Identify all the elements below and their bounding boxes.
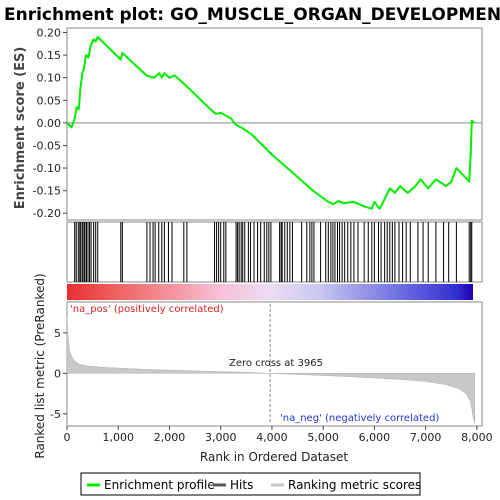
es-y-tick-label: 0.05: [37, 94, 62, 107]
legend-hits-label: Hits: [230, 478, 253, 492]
rank-y-tick-label: -5: [50, 408, 61, 421]
es-y-tick-label: 0.20: [37, 27, 62, 40]
ranked-y-axis-label: Ranked list metric (PreRanked): [33, 273, 47, 458]
x-tick-label: 5,000: [307, 431, 339, 444]
enrichment-profile-line: [66, 36, 475, 210]
x-tick-label: 3,000: [205, 431, 237, 444]
hits-area: [66, 221, 483, 283]
x-tick-label: 0: [64, 431, 71, 444]
chart-title: Enrichment plot: GO_MUSCLE_ORGAN_DEVELOP…: [4, 5, 500, 25]
ranked-list-panel: Zero cross at 3965 'na_pos' (positively …: [33, 273, 493, 464]
ranking-gradient: [67, 284, 473, 300]
es-panel: 0.20 0.15 0.10 0.05 0.00 -0.05 -0.10 -0.15 -0.20…: [13, 27, 483, 221]
x-axis-label: Rank in Ordered Dataset: [200, 450, 348, 464]
es-y-tick-label: 0.10: [37, 72, 62, 85]
negative-correlated-label: 'na_neg' (negatively correlated): [280, 413, 439, 424]
x-tick-label: 4,000: [256, 431, 288, 444]
legend-profile-label: Enrichment profile: [104, 478, 215, 492]
x-tick-label: 6,000: [359, 431, 391, 444]
positive-correlated-label: 'na_pos' (positively correlated): [70, 304, 224, 315]
es-y-tick-label: -0.15: [33, 185, 61, 198]
es-y-tick-label: -0.20: [33, 207, 61, 220]
rank-y-tick-label: 5: [54, 327, 61, 340]
ranking-color-bar: [67, 284, 473, 300]
es-y-axis-label: Enrichment score (ES): [13, 47, 28, 210]
es-y-tick-label: -0.10: [33, 162, 61, 175]
ranking-metric-area: [66, 316, 476, 424]
zero-cross-label: Zero cross at 3965: [229, 358, 323, 369]
es-y-tick-label: -0.05: [33, 139, 61, 152]
ranked-plot-area: [66, 301, 483, 427]
hits-panel: [66, 221, 483, 283]
x-tick-label: 2,000: [154, 431, 186, 444]
es-y-tick-label: 0.00: [37, 117, 62, 130]
rank-y-tick-label: 0: [54, 367, 61, 380]
es-plot-area: [66, 27, 483, 221]
x-tick-label: 7,000: [410, 431, 442, 444]
legend: Enrichment profile Hits Ranking metric s…: [80, 472, 421, 496]
x-tick-label: 1,000: [102, 431, 134, 444]
es-y-tick-label: 0.15: [37, 49, 62, 62]
legend-box: [80, 472, 421, 496]
x-tick-label: 8,000: [461, 431, 493, 444]
legend-ranking-label: Ranking metric scores: [288, 478, 421, 492]
